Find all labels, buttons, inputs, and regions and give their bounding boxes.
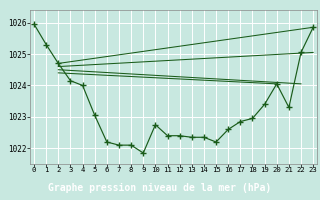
Text: Graphe pression niveau de la mer (hPa): Graphe pression niveau de la mer (hPa)	[48, 183, 272, 193]
